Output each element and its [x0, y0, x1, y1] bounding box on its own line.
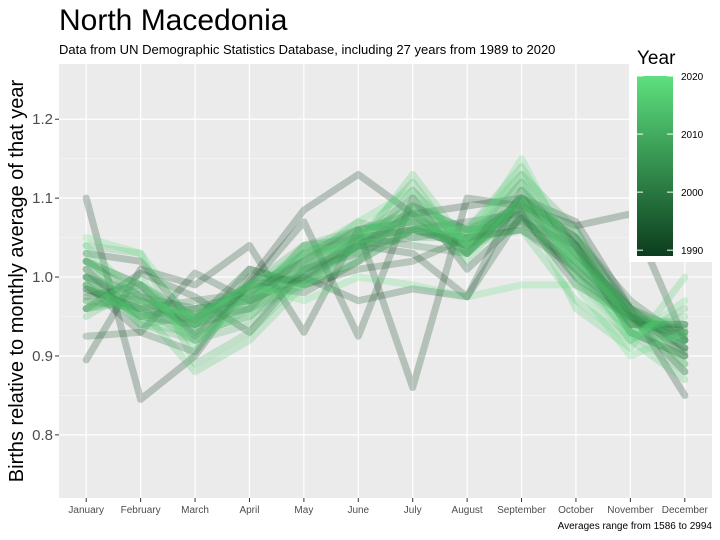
legend: Year 1990 2000 2010 2020 — [629, 40, 713, 262]
series-line-2006 — [82, 202, 689, 352]
legend-title: Year — [637, 48, 676, 69]
series-line-1992 — [82, 186, 689, 360]
y-tick-label: 1.1 — [32, 190, 53, 207]
x-tick-label: July — [404, 505, 422, 516]
y-tick-label: 0.9 — [32, 348, 53, 365]
series-line-1997 — [82, 194, 689, 352]
series-line-2013 — [82, 178, 689, 368]
x-tick-label: August — [452, 505, 483, 516]
series-line-2011 — [82, 171, 689, 376]
series-line-1996 — [82, 202, 689, 356]
series-line-2015 — [82, 171, 689, 384]
legend-tick-label: 1990 — [681, 246, 704, 257]
grid-major — [59, 64, 712, 498]
series-line-2008 — [82, 202, 689, 368]
chart-title: North Macedonia — [59, 4, 288, 37]
x-tick-label: March — [181, 505, 209, 516]
series-line-2010 — [82, 218, 689, 344]
series-line-2018 — [82, 171, 689, 352]
series-line-2001 — [82, 194, 689, 328]
legend-ticks: 1990 2000 2010 2020 — [637, 72, 704, 257]
series-line-1990 — [82, 194, 689, 391]
series-line-2017 — [82, 194, 689, 352]
series-line-2002 — [82, 202, 689, 340]
series-line-1989 — [82, 171, 689, 403]
chart-caption: Averages range from 1586 to 2994 — [558, 521, 713, 532]
series-line-2009 — [82, 194, 689, 336]
y-tick-label: 1.2 — [32, 111, 53, 128]
series-line-1991 — [82, 194, 689, 376]
y-tick-label: 1.0 — [32, 269, 53, 286]
x-axis: January February March April May June July Augu… — [68, 498, 709, 516]
x-tick-label: February — [121, 505, 161, 516]
series-line-2004 — [82, 210, 689, 344]
series-line-2000 — [82, 210, 689, 336]
x-tick-label: June — [347, 505, 369, 516]
x-tick-label: October — [558, 505, 594, 516]
x-tick-label: April — [239, 505, 259, 516]
x-tick-label: December — [662, 505, 709, 516]
chart-subtitle: Data from UN Demographic Statistics Data… — [59, 42, 555, 57]
series-line-1995 — [82, 210, 689, 340]
series-line-2005 — [82, 194, 689, 332]
series-line-2019 — [82, 155, 689, 344]
x-tick-label: September — [497, 505, 547, 516]
y-tick-label: 0.8 — [32, 427, 53, 444]
series-line-2003 — [82, 202, 689, 360]
y-axis: 0.8 0.9 1.0 1.1 1.2 — [32, 111, 59, 444]
x-tick-label: November — [607, 505, 654, 516]
grid-minor — [59, 158, 712, 396]
series-line-1993 — [82, 210, 689, 352]
series-line-2020 — [82, 234, 689, 360]
series-line-2007 — [82, 178, 689, 360]
x-tick-label: May — [294, 505, 313, 516]
series-line-1999 — [82, 218, 689, 356]
legend-tick-label: 2000 — [681, 188, 704, 199]
plot-background — [59, 64, 712, 498]
plot-panel — [59, 64, 712, 498]
series-line-2014 — [82, 163, 689, 368]
legend-tick-label: 2020 — [681, 72, 704, 83]
x-tick-label: January — [68, 505, 104, 516]
legend-tick-label: 2010 — [681, 130, 704, 141]
series-line-2012 — [82, 202, 689, 328]
legend-colorbar — [637, 76, 673, 256]
series-lines — [82, 155, 689, 403]
series-line-1994 — [82, 226, 689, 328]
series-line-1998 — [82, 202, 689, 344]
series-line-2016 — [82, 178, 689, 336]
y-axis-label: Births relative to monthly average of th… — [6, 79, 28, 482]
